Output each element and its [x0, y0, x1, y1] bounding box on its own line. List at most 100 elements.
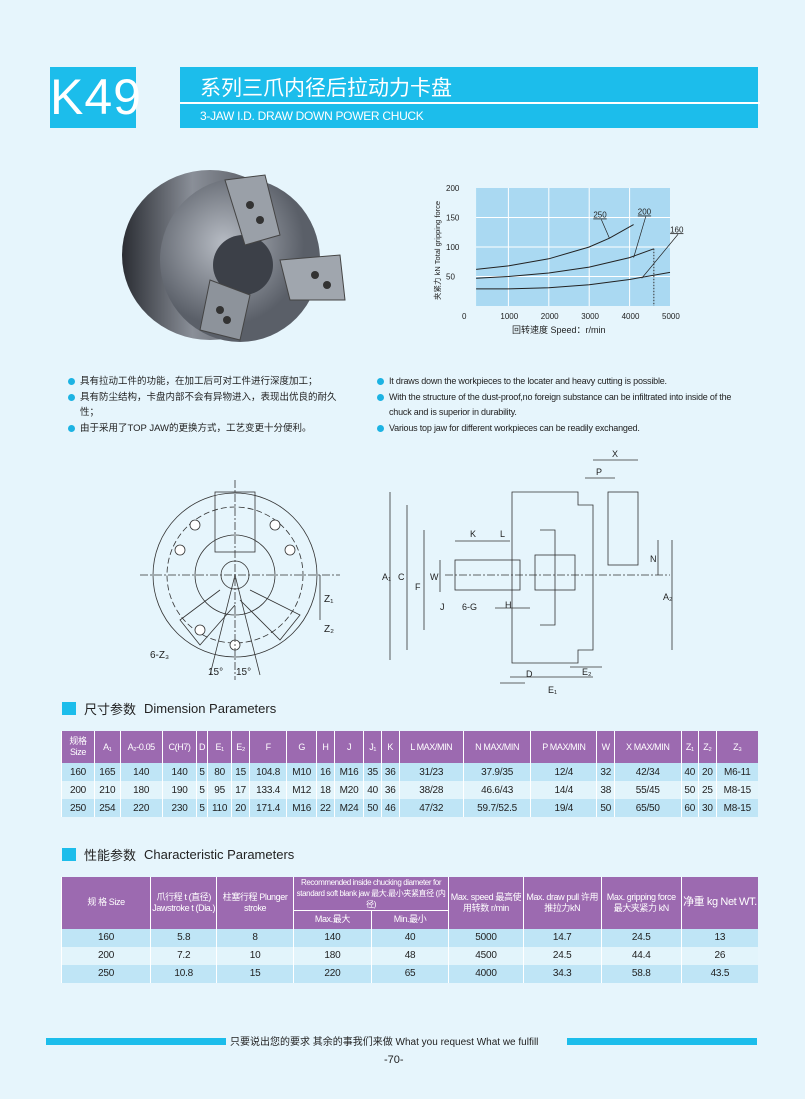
table-cell: 30: [698, 799, 717, 817]
table-cell: M12: [286, 781, 317, 799]
table-cell: 14.7: [522, 928, 602, 947]
table-row: 250 254 220 230 5 110 20 171.4 M16 22 M24 50 46 47/32…: [61, 799, 758, 817]
table-cell: 58.8: [600, 964, 682, 983]
title-divider: [180, 102, 760, 104]
table-cell: 14/4: [530, 781, 597, 799]
column-header: P MAX/MIN: [530, 731, 597, 763]
p-label: P: [596, 467, 602, 477]
table-cell: 47/32: [398, 799, 464, 817]
feature-cn: 具有防尘结构，卡盘内部不会有异物进入，表现出优良的耐久性；: [66, 390, 341, 421]
table-cell: 60: [680, 799, 699, 817]
feature-en: Various top jaw for different workpieces…: [375, 421, 735, 437]
section-title-cn: 性能参数: [84, 848, 137, 863]
column-header: K: [380, 731, 399, 763]
section-title-en: Characteristic Parameters: [144, 847, 295, 862]
page-title-cn: 系列三爪内径后拉动力卡盘: [200, 77, 452, 100]
leader-line: [600, 219, 610, 239]
table-cell: 180: [119, 781, 163, 799]
table-cell: 50: [680, 781, 699, 799]
table-cell: 165: [94, 763, 121, 781]
col-gripping-force: Max. gripping force 最大夹紧力 kN: [600, 877, 682, 929]
table-cell: 20: [231, 799, 250, 817]
x-tick-label: 1000: [500, 312, 518, 321]
feature-cn: 具有拉动工件的功能，在加工后可对工件进行深度加工；: [66, 374, 341, 390]
series-label: 200: [638, 208, 652, 217]
table-cell: 8: [216, 928, 294, 947]
table-cell: 31/23: [398, 763, 464, 781]
x-tick-label: 3000: [581, 312, 599, 321]
w-label: W: [430, 572, 439, 582]
front-view-drawing: 15° 15° 6-Z₃ Z₁ Z₂: [140, 480, 340, 680]
column-header: G: [286, 731, 317, 763]
column-header: N MAX/MIN: [462, 731, 531, 763]
series-label: 250: [593, 211, 607, 220]
features-cn-list: 具有拉动工件的功能，在加工后可对工件进行深度加工； 具有防尘结构，卡盘内部不会有…: [66, 374, 341, 436]
table-cell: 40: [370, 928, 449, 947]
table-cell: 200: [61, 781, 95, 799]
table-cell: 42/34: [614, 763, 681, 781]
table-row: 160 5.8 8 140 40 5000 14.7 24.5 13: [60, 928, 758, 947]
table-cell: 5: [196, 799, 208, 817]
table-cell: 46.6/43: [462, 781, 531, 799]
col-recommended-diameter: Recommended inside chucking diameter for…: [292, 877, 449, 911]
table-cell: 48: [370, 946, 449, 965]
table-cell: 250: [61, 799, 95, 817]
col-plunger-stroke: 柱塞行程 Plunger stroke: [216, 877, 294, 929]
table-cell: 17: [231, 781, 250, 799]
table-cell: 10: [216, 946, 294, 965]
table-cell: 140: [161, 763, 197, 781]
e2-label: E₂: [582, 667, 592, 677]
column-header: C(H7): [161, 731, 197, 763]
table-cell: 4500: [448, 946, 524, 965]
section-title-en: Dimension Parameters: [144, 701, 277, 716]
table-cell: 15: [231, 763, 250, 781]
column-header: Z₁: [680, 731, 699, 763]
table-cell: M24: [333, 799, 364, 817]
section-marker: [62, 702, 76, 715]
column-header: F: [248, 731, 287, 763]
table-cell: 44.4: [600, 946, 682, 965]
section-view-drawing: X P K L N A₁ C F W J 6-G H A₂ D E₁ E₂: [382, 449, 673, 695]
angle-label: 15°: [208, 667, 223, 678]
features-en-list: It draws down the workpieces to the loca…: [375, 374, 735, 436]
table-cell: 46: [380, 799, 399, 817]
table-cell: 34.3: [522, 964, 602, 983]
col-draw-pull: Max. draw pull 许用推拉力kN: [522, 877, 602, 929]
table-cell: 80: [206, 763, 232, 781]
series-line-160: [476, 271, 671, 290]
footer-bar-left: [46, 1038, 226, 1045]
table-cell: 26: [680, 946, 758, 965]
table-cell: 104.8: [248, 763, 287, 781]
col-max-dia: Max.最大: [292, 910, 372, 929]
table-cell: 59.7/52.5: [462, 799, 531, 817]
column-header: L MAX/MIN: [398, 731, 464, 763]
col-net-weight: 净重 kg Net WT.: [680, 877, 758, 929]
title-bar: [180, 67, 758, 128]
table-cell: 210: [94, 781, 121, 799]
table-cell: 20: [698, 763, 717, 781]
x-axis-label: 回转速度 Speed：r/min: [512, 324, 606, 335]
y-tick-label: 100: [446, 243, 460, 252]
column-header: A₁: [94, 731, 121, 763]
y-tick-label: 200: [446, 184, 460, 193]
table-cell: M6-11: [715, 763, 758, 781]
table-cell: M16: [333, 763, 364, 781]
dimension-table: 规格 Size A₁ A₂-0.05 C(H7) D E₁ E₂ F G H J J₁ K L MAX/M…: [61, 731, 758, 817]
table-cell: 36: [380, 763, 399, 781]
series-line-250: [476, 224, 634, 270]
d-label: D: [526, 669, 533, 679]
table-cell: 230: [161, 799, 197, 817]
table-cell: 40: [363, 781, 382, 799]
table-cell: 5.8: [150, 928, 217, 947]
table-cell: 65/50: [614, 799, 681, 817]
column-header: D: [196, 731, 208, 763]
table-cell: 180: [292, 946, 372, 965]
f-label: F: [415, 582, 421, 592]
table-cell: 43.5: [680, 964, 758, 983]
feature-en: With the structure of the dust-proof,no …: [375, 390, 735, 421]
table-cell: 55/45: [614, 781, 681, 799]
y-tick-label: 150: [446, 214, 460, 223]
y-tick-label: 50: [446, 273, 455, 282]
column-header: Z₃: [715, 731, 758, 763]
table-cell: M10: [286, 763, 317, 781]
